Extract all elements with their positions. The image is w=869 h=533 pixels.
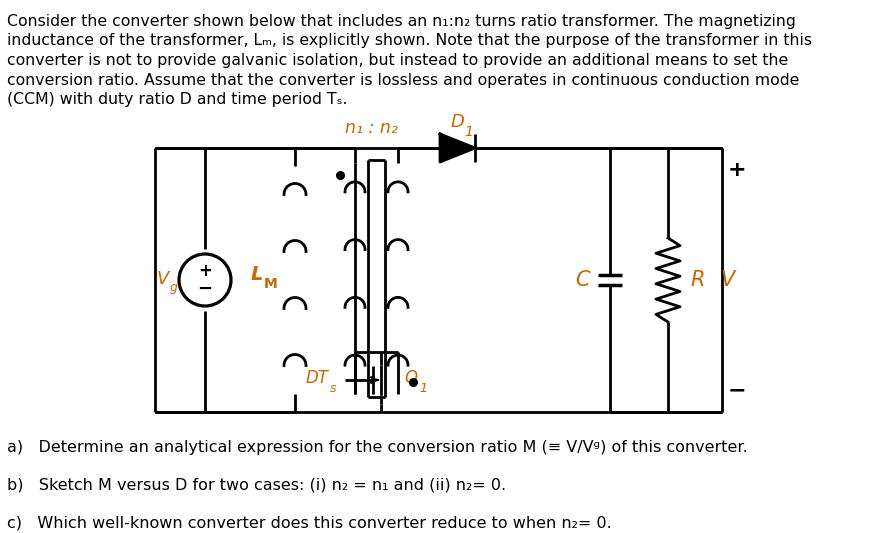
Text: b)   Sketch M versus D for two cases: (i) n₂ = n₁ and (ii) n₂= 0.: b) Sketch M versus D for two cases: (i) … xyxy=(7,478,506,493)
Text: a)   Determine an analytical expression for the conversion ratio M (≡ V/Vᵍ) of t: a) Determine an analytical expression fo… xyxy=(7,440,746,455)
Text: (CCM) with duty ratio D and time period Tₛ.: (CCM) with duty ratio D and time period … xyxy=(7,92,347,107)
Text: C: C xyxy=(574,270,588,290)
Text: −: − xyxy=(726,380,746,400)
Text: +: + xyxy=(726,160,746,180)
Text: +: + xyxy=(198,262,212,280)
Text: DT: DT xyxy=(305,369,328,387)
Text: V: V xyxy=(156,270,169,288)
Polygon shape xyxy=(440,134,474,162)
Text: s: s xyxy=(329,382,335,394)
Text: L: L xyxy=(250,265,263,285)
Text: 1: 1 xyxy=(419,382,427,394)
Text: 1: 1 xyxy=(463,125,473,139)
Text: R: R xyxy=(690,270,705,290)
Text: g: g xyxy=(169,281,177,295)
Text: n₁ : n₂: n₁ : n₂ xyxy=(345,119,397,137)
Text: conversion ratio. Assume that the converter is lossless and operates in continuo: conversion ratio. Assume that the conver… xyxy=(7,72,799,87)
Text: Consider the converter shown below that includes an n₁:n₂ turns ratio transforme: Consider the converter shown below that … xyxy=(7,14,795,29)
Text: Q: Q xyxy=(404,369,417,387)
Text: V: V xyxy=(720,270,734,290)
Text: converter is not to provide galvanic isolation, but instead to provide an additi: converter is not to provide galvanic iso… xyxy=(7,53,787,68)
Text: M: M xyxy=(264,277,277,291)
Text: D: D xyxy=(450,113,464,131)
Text: inductance of the transformer, Lₘ, is explicitly shown. Note that the purpose of: inductance of the transformer, Lₘ, is ex… xyxy=(7,34,811,49)
Text: −: − xyxy=(197,280,212,298)
Text: c)   Which well-known converter does this converter reduce to when n₂= 0.: c) Which well-known converter does this … xyxy=(7,516,611,531)
